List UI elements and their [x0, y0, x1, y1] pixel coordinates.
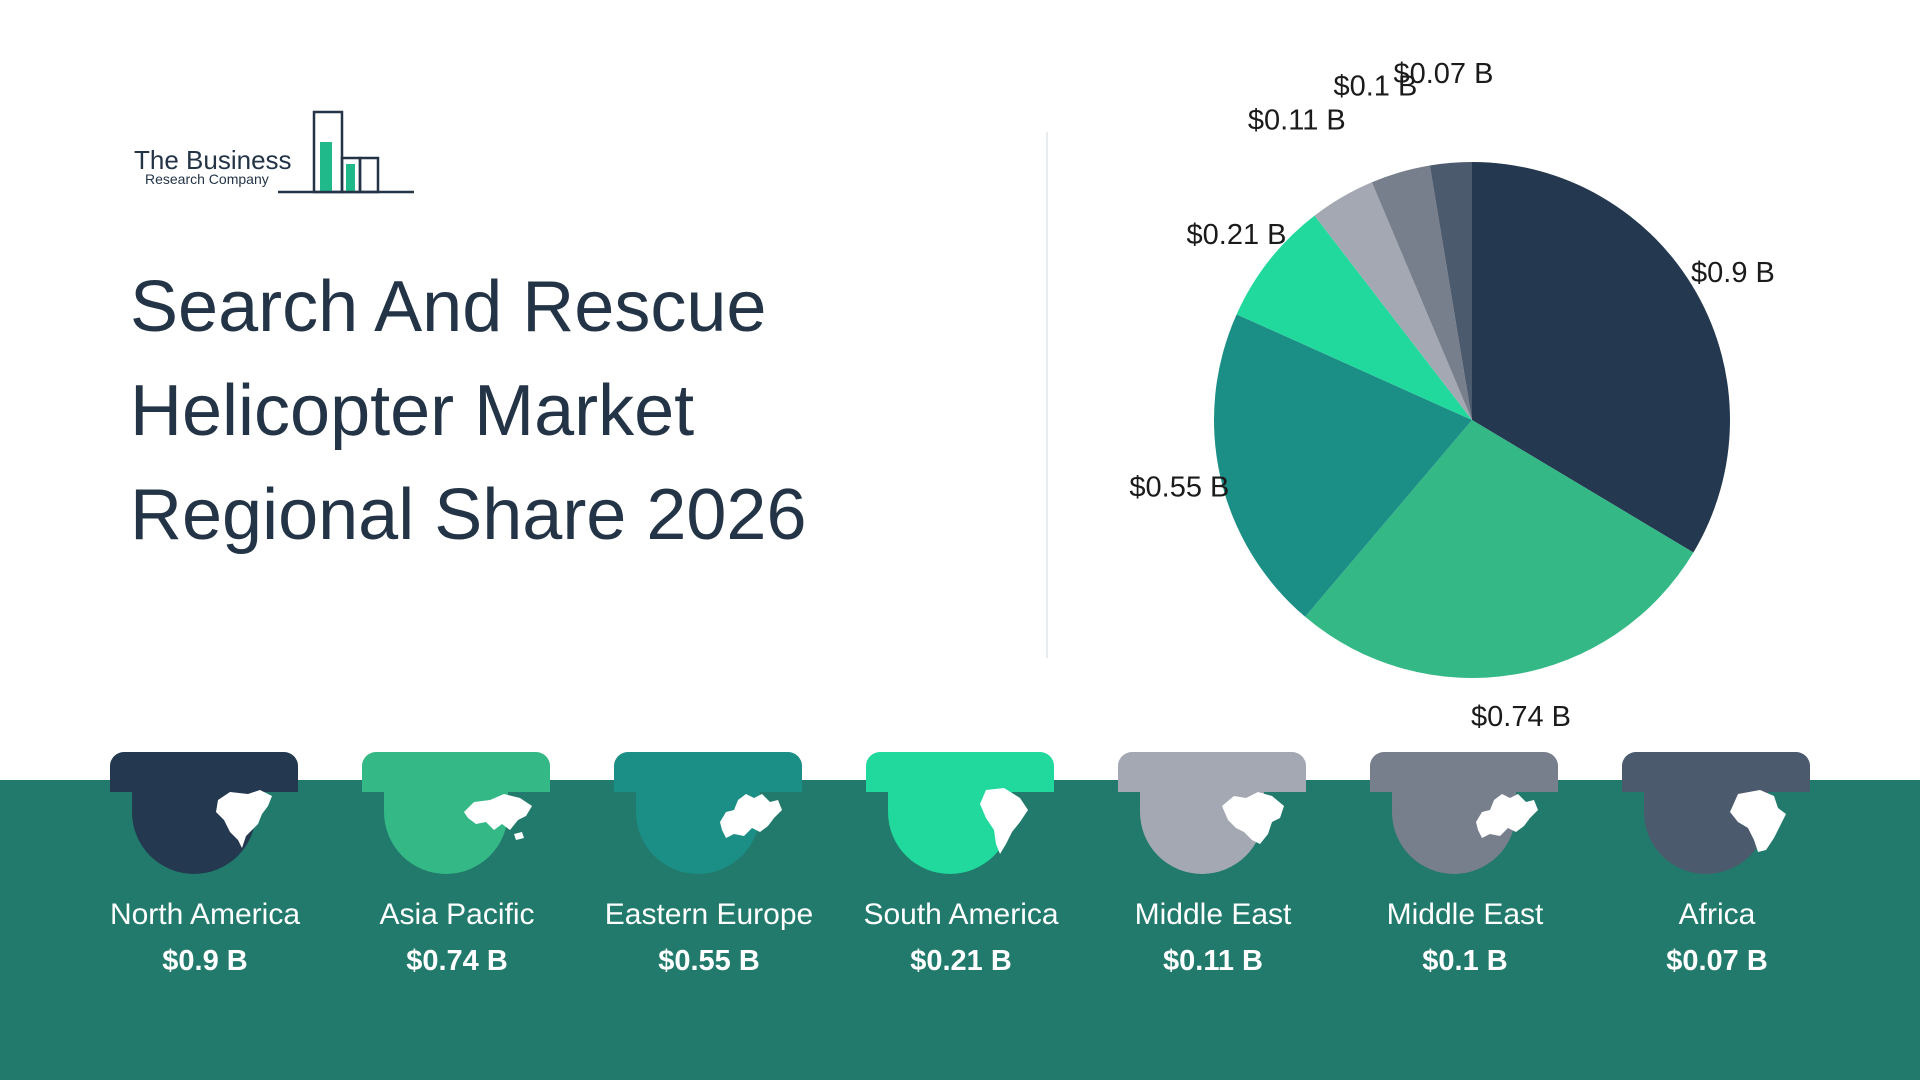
- region-name: South America: [863, 898, 1059, 931]
- europe-map-icon: [720, 794, 782, 838]
- south-america-map-icon: [980, 788, 1028, 854]
- middle-east-map-icon: [1222, 792, 1284, 844]
- europe-map-icon: [1476, 794, 1538, 838]
- pie-slice-2: [1214, 314, 1472, 617]
- logo-buildings-icon: [278, 110, 414, 194]
- region-value: $0.21 B: [910, 945, 1012, 977]
- region-name: Eastern Europe: [604, 898, 814, 931]
- region-value: $0.55 B: [658, 945, 760, 977]
- logo-subname: Research Company: [145, 171, 269, 187]
- pie-slice-label-4: $0.11 B: [1248, 104, 1346, 136]
- pie-slice-label-2: $0.55 B: [1129, 471, 1229, 503]
- region-badge: [1140, 762, 1284, 874]
- region-name: North America: [109, 898, 301, 931]
- region-card: Eastern Europe $0.55 B: [584, 752, 834, 1002]
- pie-slice-label-0: $0.9 B: [1691, 257, 1775, 289]
- company-logo: The Business Research Company: [134, 108, 424, 198]
- region-value: $0.9 B: [162, 945, 248, 977]
- pie-slice-label-6: $0.07 B: [1393, 58, 1493, 90]
- region-badge: [636, 762, 782, 874]
- pie-chart: $0.9 B $0.74 B $0.55 B $0.21 B $0.11 B $0.1 B…: [1040, 40, 1920, 740]
- africa-map-icon: [1730, 790, 1786, 852]
- region-card: North America $0.9 B: [80, 752, 330, 1002]
- region-name: Africa: [1678, 898, 1756, 931]
- pie-slice-3: [1236, 215, 1472, 420]
- region-value: $0.11 B: [1163, 945, 1263, 977]
- region-badge: [1392, 762, 1538, 874]
- pie-slice-6: [1429, 162, 1472, 420]
- pie-chart-svg: $0.9 B $0.74 B $0.55 B $0.21 B $0.11 B$0.1 B…: [1129, 58, 1775, 733]
- region-card: Asia Pacific $0.74 B: [332, 752, 582, 1002]
- region-card: Middle East $0.1 B: [1340, 752, 1590, 1002]
- region-value: $0.74 B: [406, 945, 508, 977]
- region-badge: [1644, 762, 1786, 874]
- region-value: $0.1 B: [1422, 945, 1508, 977]
- region-badge: [888, 762, 1028, 874]
- pie-slice-label-1: $0.74 B: [1471, 701, 1571, 733]
- pie-slice-5: [1371, 165, 1472, 420]
- region-badge: [384, 762, 532, 874]
- region-card: Africa $0.07 B: [1592, 752, 1842, 1002]
- region-name: Asia Pacific: [379, 898, 535, 931]
- region-name: Middle East: [1134, 898, 1292, 931]
- title-line-1: Search And Rescue: [130, 267, 767, 347]
- region-value: $0.07 B: [1666, 945, 1768, 977]
- pie-slice-label-5: $0.1 B: [1333, 71, 1417, 103]
- title-line-3: Regional Share 2026: [130, 475, 807, 555]
- region-card: South America $0.21 B: [836, 752, 1086, 1002]
- north-america-map-icon: [216, 790, 272, 848]
- page-title: Search And Rescue Helicopter Market Regi…: [130, 255, 890, 567]
- title-line-2: Helicopter Market: [130, 371, 695, 451]
- pie-slice-1: [1305, 420, 1694, 678]
- asia-map-icon: [464, 794, 532, 840]
- region-badge: [132, 762, 272, 874]
- logo-name: The Business: [134, 145, 292, 175]
- pie-slice-4: [1314, 182, 1472, 420]
- pie-slice-0: [1472, 162, 1730, 553]
- region-card: Middle East $0.11 B: [1088, 752, 1338, 1002]
- vertical-divider: [1046, 132, 1048, 658]
- pie-slice-label-3: $0.21 B: [1187, 219, 1287, 251]
- region-name: Middle East: [1386, 898, 1544, 931]
